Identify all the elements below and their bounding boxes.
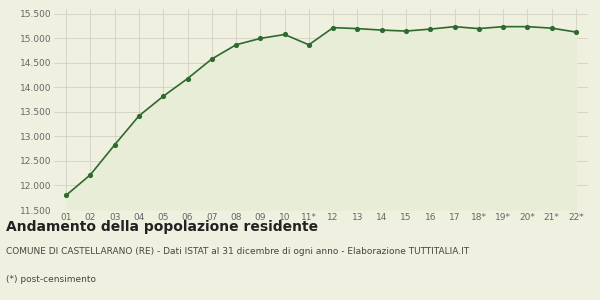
Text: COMUNE DI CASTELLARANO (RE) - Dati ISTAT al 31 dicembre di ogni anno - Elaborazi: COMUNE DI CASTELLARANO (RE) - Dati ISTAT…	[6, 248, 469, 256]
Point	[110, 142, 119, 147]
Point	[450, 24, 460, 29]
Point	[86, 172, 95, 177]
Point	[61, 193, 71, 198]
Point	[474, 26, 484, 31]
Point	[134, 113, 144, 118]
Point	[158, 94, 168, 99]
Point	[182, 76, 192, 81]
Point	[304, 42, 314, 47]
Point	[280, 32, 289, 37]
Point	[207, 57, 217, 62]
Text: Andamento della popolazione residente: Andamento della popolazione residente	[6, 220, 318, 235]
Text: (*) post-censimento: (*) post-censimento	[6, 274, 96, 284]
Point	[547, 26, 556, 31]
Point	[498, 24, 508, 29]
Point	[353, 26, 362, 31]
Point	[328, 25, 338, 30]
Point	[377, 28, 386, 32]
Point	[256, 36, 265, 41]
Point	[571, 30, 581, 34]
Point	[523, 24, 532, 29]
Point	[231, 42, 241, 47]
Point	[401, 29, 411, 34]
Point	[425, 27, 435, 32]
